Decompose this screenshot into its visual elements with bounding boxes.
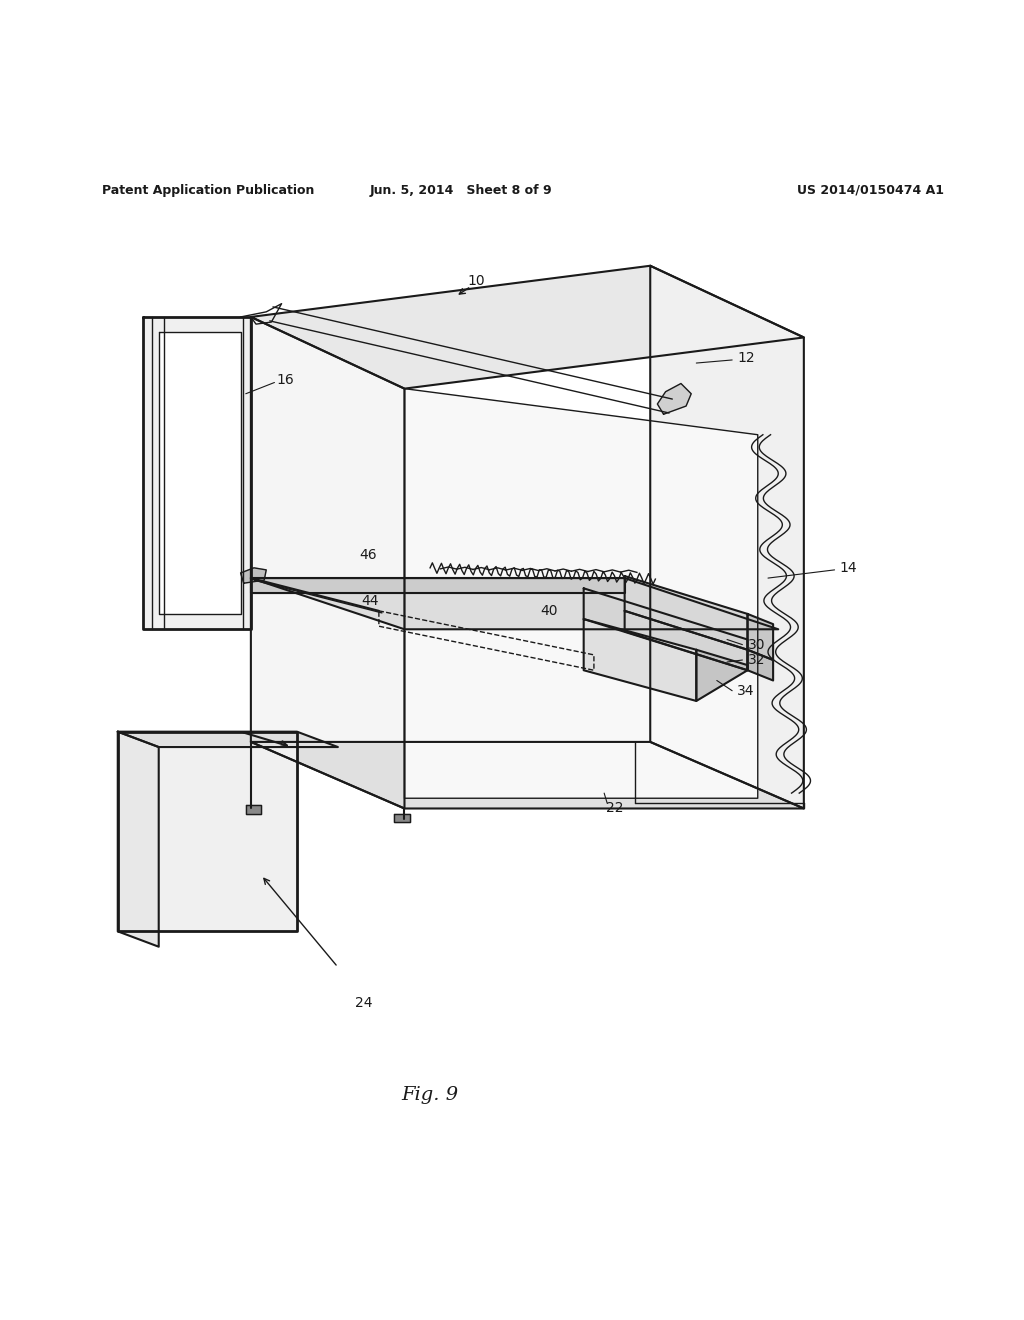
Polygon shape (143, 317, 251, 630)
Polygon shape (118, 731, 297, 932)
Text: 46: 46 (359, 548, 377, 561)
Text: 24: 24 (354, 997, 373, 1010)
Text: 32: 32 (748, 653, 765, 667)
Text: 40: 40 (541, 603, 558, 618)
Text: Fig. 9: Fig. 9 (401, 1086, 459, 1105)
Polygon shape (657, 384, 691, 414)
Text: 10: 10 (467, 275, 485, 288)
Polygon shape (625, 576, 748, 649)
Polygon shape (118, 731, 159, 946)
Text: Jun. 5, 2014   Sheet 8 of 9: Jun. 5, 2014 Sheet 8 of 9 (370, 183, 552, 197)
Text: 22: 22 (605, 801, 624, 816)
Polygon shape (118, 731, 338, 747)
Polygon shape (251, 742, 804, 808)
Polygon shape (241, 568, 266, 583)
Polygon shape (251, 265, 804, 388)
Polygon shape (584, 619, 696, 701)
Text: Patent Application Publication: Patent Application Publication (102, 183, 314, 197)
Text: 12: 12 (737, 351, 755, 364)
Polygon shape (748, 649, 773, 681)
Polygon shape (650, 265, 804, 808)
Polygon shape (696, 649, 748, 701)
Text: US 2014/0150474 A1: US 2014/0150474 A1 (797, 183, 944, 197)
Polygon shape (404, 388, 758, 799)
Text: 30: 30 (748, 638, 765, 652)
Polygon shape (251, 317, 404, 808)
Text: 34: 34 (737, 684, 755, 698)
Polygon shape (625, 611, 748, 671)
Text: 44: 44 (361, 594, 379, 607)
Polygon shape (394, 813, 410, 822)
Polygon shape (251, 578, 778, 630)
Polygon shape (246, 805, 261, 813)
Text: 16: 16 (276, 374, 294, 388)
Polygon shape (251, 578, 625, 594)
Polygon shape (584, 589, 748, 671)
Polygon shape (159, 333, 241, 614)
Polygon shape (748, 614, 773, 660)
Text: 14: 14 (840, 561, 857, 574)
